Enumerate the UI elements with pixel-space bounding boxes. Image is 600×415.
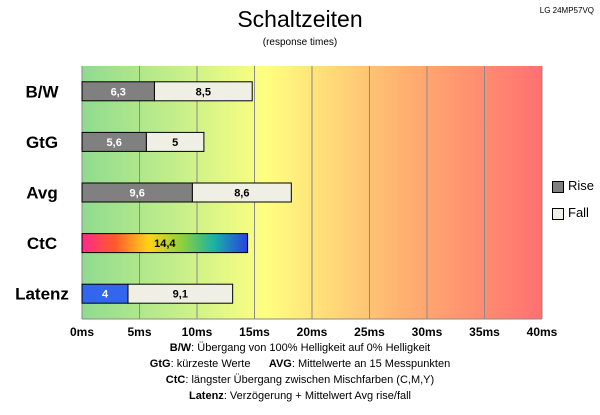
bar-ctc-label: 14,4 xyxy=(154,238,176,250)
x-tick-label: 35ms xyxy=(469,325,500,339)
bar-ctc xyxy=(81,233,249,254)
footnote-ctc-key: CtC xyxy=(165,374,186,386)
footnote-latenz: Latenz: Verzögerung + Mittelwert Avg ris… xyxy=(0,390,600,402)
footnote-gtg-avg: GtG: kürzeste Werte AVG: Mittelwerte an … xyxy=(0,358,600,370)
bar-fall-label: 8,6 xyxy=(234,188,249,200)
x-tick-label: 30ms xyxy=(412,325,443,339)
category-label: CtC xyxy=(27,234,57,253)
chart-subtitle: (response times) xyxy=(262,37,338,48)
bar-fall-label: 8,5 xyxy=(196,86,211,98)
bar-rise-label: 6,3 xyxy=(111,86,126,98)
footnote-bw-key: B/W xyxy=(169,342,192,354)
x-tick-label: 5ms xyxy=(127,325,151,339)
x-tick-label: 0ms xyxy=(70,325,94,339)
bar-fall-label: 5 xyxy=(172,137,178,149)
footnote-latenz-text: : Verzögerung + Mittelwert Avg rise/fall xyxy=(223,390,412,402)
bar-fall xyxy=(153,81,253,102)
category-label: Avg xyxy=(26,184,58,203)
x-tick-label: 10ms xyxy=(182,325,213,339)
monitor-model: LG 24MP57VQ xyxy=(539,6,594,15)
footnote-gtg-text: : kürzeste Werte xyxy=(170,358,251,370)
category-label: Latenz xyxy=(15,285,69,304)
bar-fall xyxy=(191,182,292,203)
x-tick-label: 20ms xyxy=(297,325,328,339)
footnote-bw: B/W: Übergang von 100% Helligkeit auf 0%… xyxy=(0,342,600,354)
footnote-avg-key: AVG xyxy=(268,358,292,370)
bar-fall xyxy=(127,283,234,304)
legend-fall-swatch xyxy=(552,207,564,220)
legend-rise: Rise xyxy=(552,178,594,193)
bar-rise-label: 9,6 xyxy=(130,188,145,200)
x-tick-label: 25ms xyxy=(354,325,385,339)
legend-fall-label: Fall xyxy=(568,205,589,220)
footnote-ctc: CtC: längster Übergang zwischen Mischfar… xyxy=(0,374,600,386)
category-label: B/W xyxy=(25,82,59,101)
legend-fall: Fall xyxy=(552,205,589,220)
footnote-latenz-key: Latenz xyxy=(188,390,224,402)
x-tick-label: 15ms xyxy=(239,325,270,339)
x-tick-label: 40ms xyxy=(527,325,558,339)
bar-fall-label: 9,1 xyxy=(173,289,188,301)
footnote-bw-text: : Übergang von 100% Helligkeit auf 0% He… xyxy=(191,342,431,354)
footnote-ctc-text: : längster Übergang zwischen Mischfarben… xyxy=(185,374,435,386)
footnote-avg-text: : Mittelwerte an 15 Messpunkten xyxy=(291,358,451,370)
legend-rise-swatch xyxy=(552,180,564,193)
bar-rise-label: 5,6 xyxy=(107,137,122,149)
chart-title: Schaltzeiten xyxy=(237,6,363,32)
bar-latency-label: 4 xyxy=(102,289,109,301)
bar-fall xyxy=(145,131,205,152)
category-label: GtG xyxy=(26,133,58,152)
legend-rise-label: Rise xyxy=(568,178,595,193)
footnote-gtg-key: GtG xyxy=(149,358,171,370)
